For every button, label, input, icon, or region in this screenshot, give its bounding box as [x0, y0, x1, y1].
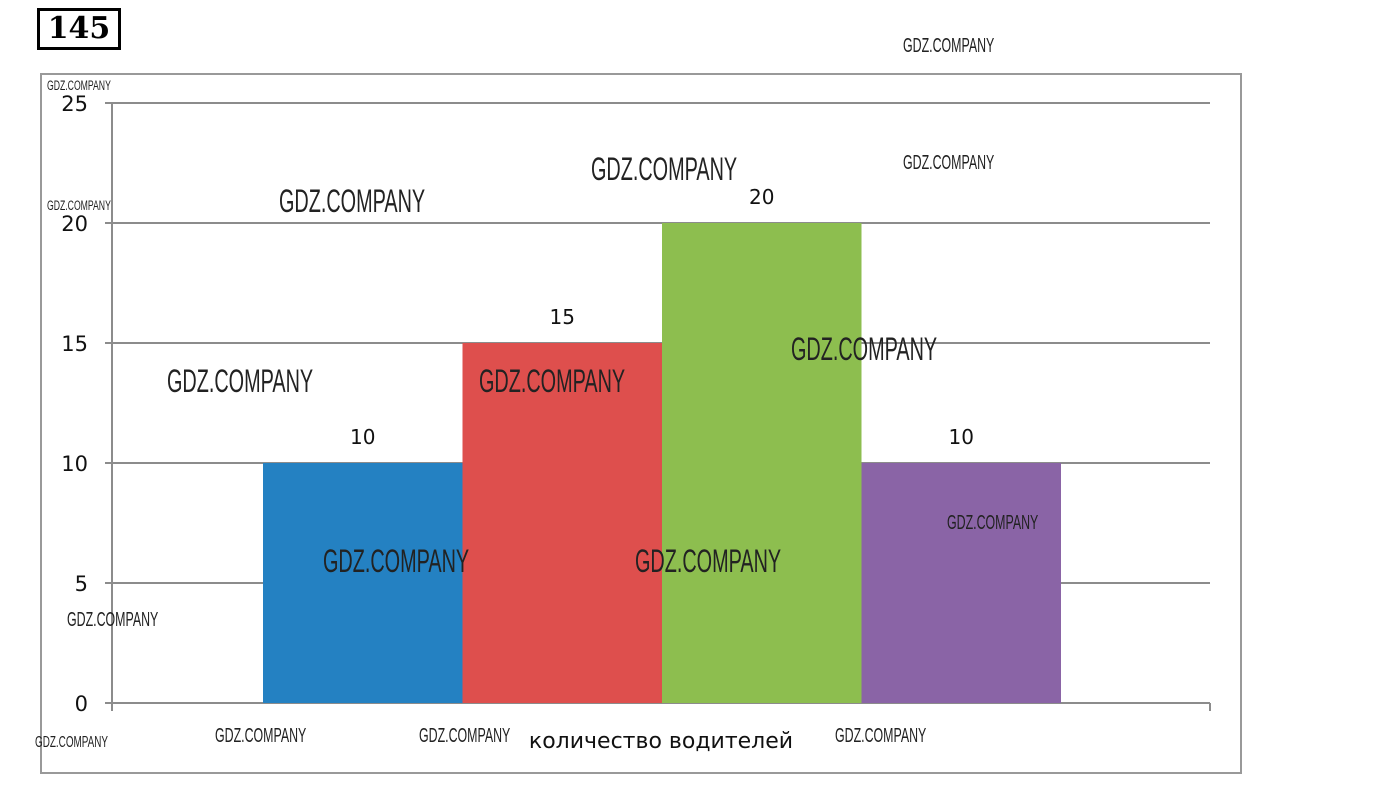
watermark: GDZ.COMPANY [791, 331, 937, 367]
watermark: GDZ.COMPANY [635, 543, 781, 579]
bar-2 [462, 343, 662, 703]
y-tick-label: 0 [75, 692, 88, 716]
y-tick-label: 5 [75, 572, 88, 596]
data-label-3: 20 [749, 185, 774, 209]
watermark: GDZ.COMPANY [47, 198, 111, 214]
data-label-1: 10 [350, 425, 375, 449]
x-axis-label: количество водителей [529, 729, 793, 754]
watermark: GDZ.COMPANY [167, 363, 313, 399]
watermark: GDZ.COMPANY [835, 724, 926, 747]
y-tick-label: 10 [61, 452, 88, 476]
watermark: GDZ.COMPANY [419, 724, 510, 747]
watermark: GDZ.COMPANY [35, 733, 108, 751]
watermark: GDZ.COMPANY [215, 724, 306, 747]
data-label-2: 15 [550, 305, 575, 329]
watermark: GDZ.COMPANY [279, 183, 425, 219]
problem-number-badge: 145 [37, 8, 121, 50]
y-tick-label: 25 [61, 92, 88, 116]
y-tick-label: 20 [61, 212, 88, 236]
watermark: GDZ.COMPANY [947, 511, 1038, 534]
y-tick-label: 15 [61, 332, 88, 356]
watermark: GDZ.COMPANY [903, 151, 994, 174]
bar-4 [861, 463, 1061, 703]
bar-1 [263, 463, 463, 703]
watermark: GDZ.COMPANY [479, 363, 625, 399]
watermark: GDZ.COMPANY [591, 151, 737, 187]
watermark: GDZ.COMPANY [323, 543, 469, 579]
watermark: GDZ.COMPANY [67, 608, 158, 631]
bar-3 [662, 223, 862, 703]
watermark: GDZ.COMPANY [47, 78, 111, 94]
data-label-4: 10 [949, 425, 974, 449]
watermark: GDZ.COMPANY [903, 34, 994, 57]
